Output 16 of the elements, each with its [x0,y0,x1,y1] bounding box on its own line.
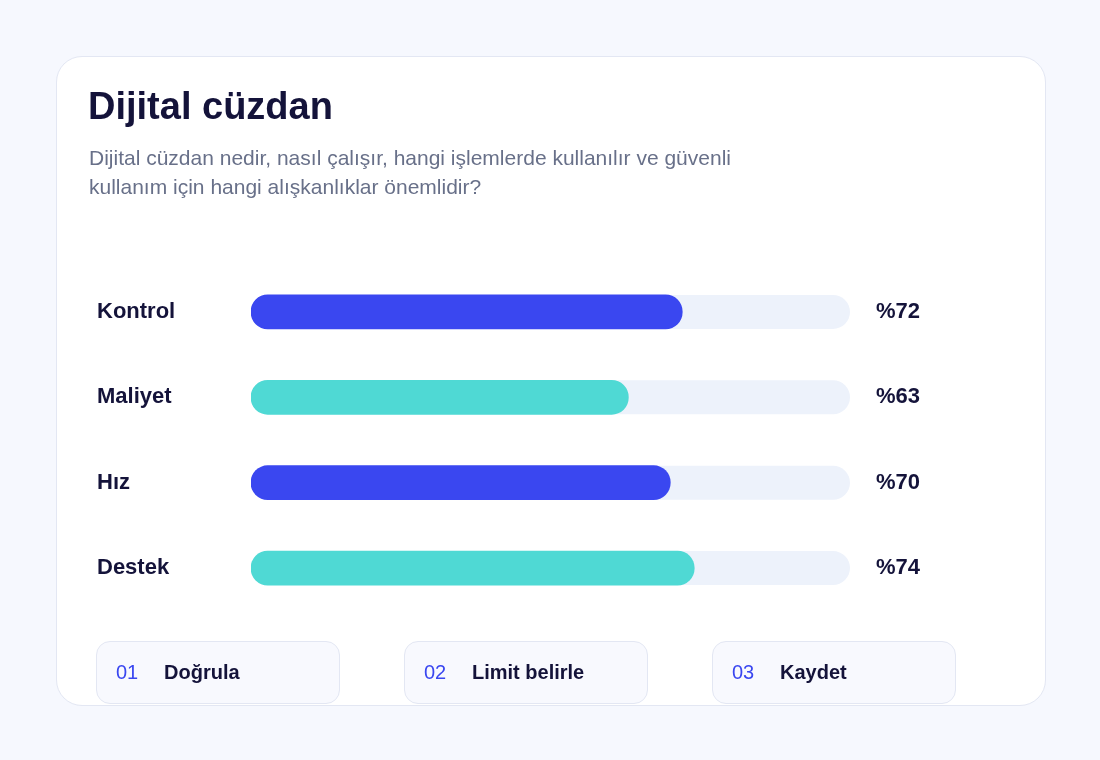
data-label: %74 [876,554,921,580]
chart-title: Dijital cüzdan [88,85,333,128]
y-tick-label: Maliyet [97,383,173,409]
data-label: %72 [876,297,921,323]
text: Kaydet [780,661,847,684]
y-tick-label: Hız [97,468,130,494]
text: 02 [424,661,448,684]
text: 01 [116,661,140,684]
y-tick-label: Kontrol [97,297,176,323]
text: Doğrula [164,661,240,684]
chart-subtitle: Dijital cüzdan nedir, nasıl çalışır, hangi işlemlerde kullanılır ve güvenli kullanım için hangi alışkanlıklar önemlidir? [89,145,732,200]
data-label: %70 [876,468,921,494]
data-label: %63 [876,383,921,409]
y-tick-label: Destek [97,554,170,580]
text: 03 [732,661,756,684]
text: Limit belirle [472,661,585,684]
